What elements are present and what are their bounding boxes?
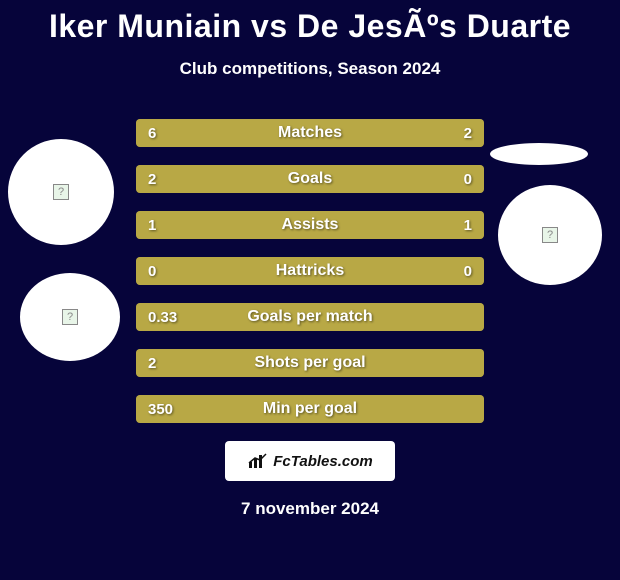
stat-row: 2Shots per goal bbox=[136, 349, 484, 377]
image-placeholder-icon: ? bbox=[53, 184, 69, 200]
stat-bar-left bbox=[136, 257, 310, 285]
stat-row: 350Min per goal bbox=[136, 395, 484, 423]
stat-bar-right bbox=[310, 211, 484, 239]
stat-bar-left bbox=[136, 119, 397, 147]
stat-bars: 62Matches 20Goals 11Assists 00Hattricks 0.33… bbox=[136, 119, 484, 423]
stat-row: 62Matches bbox=[136, 119, 484, 147]
stat-bar-left bbox=[136, 349, 484, 377]
stat-bar-left bbox=[136, 165, 397, 193]
stat-bar-left bbox=[136, 395, 484, 423]
brand-text: FcTables.com bbox=[273, 453, 372, 470]
stat-bar-right bbox=[397, 119, 484, 147]
stat-bar-right bbox=[397, 165, 484, 193]
stat-row: 00Hattricks bbox=[136, 257, 484, 285]
stat-bar-left bbox=[136, 303, 484, 331]
image-placeholder-icon: ? bbox=[542, 227, 558, 243]
chart-icon bbox=[247, 452, 269, 470]
stat-row: 0.33Goals per match bbox=[136, 303, 484, 331]
brand-badge: FcTables.com bbox=[225, 441, 395, 481]
club-left-avatar: ? bbox=[20, 273, 120, 361]
player-left-avatar: ? bbox=[8, 139, 114, 245]
decoration-ellipse bbox=[490, 143, 588, 165]
stat-bar-left bbox=[136, 211, 310, 239]
stat-row: 11Assists bbox=[136, 211, 484, 239]
page-subtitle: Club competitions, Season 2024 bbox=[0, 59, 620, 79]
image-placeholder-icon: ? bbox=[62, 309, 78, 325]
page-date: 7 november 2024 bbox=[0, 499, 620, 519]
comparison-area: ? ? ? 62Matches 20Goals 11Assists 00Hattric… bbox=[0, 119, 620, 423]
page-title: Iker Muniain vs De JesÃºs Duarte bbox=[0, 0, 620, 45]
stat-row: 20Goals bbox=[136, 165, 484, 193]
player-right-avatar: ? bbox=[498, 185, 602, 285]
stat-bar-right bbox=[310, 257, 484, 285]
